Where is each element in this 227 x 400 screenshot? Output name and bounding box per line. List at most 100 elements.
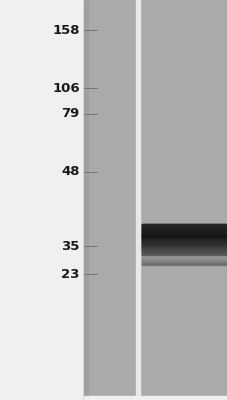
Bar [142,232,227,233]
Bar [142,240,227,242]
Bar [142,235,227,236]
Bar [142,226,227,228]
Bar [142,230,227,232]
Bar [142,235,227,237]
Bar [142,263,227,264]
Bar [135,0,140,400]
Bar [142,255,227,256]
Bar [142,258,227,259]
Bar [142,227,227,228]
Bar [142,264,227,265]
Bar [142,263,227,264]
Bar [142,232,227,234]
Bar [142,242,227,244]
Bar [142,232,227,234]
Bar [142,236,227,237]
Bar [142,239,227,241]
Bar [142,242,227,243]
Bar [142,257,227,258]
Bar [142,224,227,225]
Bar [142,250,227,252]
Text: 158: 158 [52,24,79,36]
Bar [142,260,227,261]
Bar [142,231,227,233]
Bar [142,246,227,247]
Bar [142,250,227,252]
Bar [142,234,227,235]
Bar [142,250,227,251]
Bar [142,261,227,262]
Bar [84,0,135,400]
Bar [142,251,227,252]
Bar [142,240,227,242]
Bar [142,224,227,226]
Bar [142,244,227,246]
Bar [142,235,227,236]
Bar [142,236,227,238]
Bar [142,252,227,253]
Text: —: — [83,109,94,119]
Bar [142,234,227,236]
Bar [142,228,227,230]
Bar [142,238,227,240]
Bar [142,226,227,227]
Bar [142,227,227,228]
Bar [142,252,227,254]
Bar [142,248,227,250]
Bar [142,248,227,249]
Bar [142,234,227,236]
Bar [142,225,227,226]
Bar [142,241,227,243]
Bar [142,262,227,263]
Bar [84,396,227,400]
Bar [142,241,227,242]
Bar [142,244,227,246]
Bar [142,230,227,232]
Bar [142,229,227,230]
Bar [142,236,227,238]
Bar [142,254,227,255]
Bar [142,256,227,257]
Bar [140,0,227,400]
Bar [142,246,227,248]
Bar [142,233,227,234]
Bar [142,256,227,257]
Bar [142,246,227,248]
Bar [142,255,227,256]
Text: —: — [83,25,94,35]
Bar [142,230,227,231]
Bar [142,238,227,240]
Bar [142,225,227,227]
Bar [0,0,84,400]
Text: 48: 48 [61,166,79,178]
Bar [142,262,227,263]
Bar [84,0,88,400]
Bar [142,240,227,241]
Text: —: — [83,83,94,93]
Bar [142,238,227,239]
Bar [142,227,227,229]
Bar [142,245,227,246]
Text: —: — [83,167,94,177]
Bar [142,237,227,239]
Bar [142,257,227,258]
Bar [142,247,227,249]
Bar [142,260,227,261]
Bar [142,237,227,238]
Text: 106: 106 [52,82,79,94]
Bar [142,253,227,254]
Bar [142,228,227,229]
Bar [142,259,227,260]
Bar [142,243,227,245]
Bar [142,242,227,244]
Bar [142,226,227,228]
Bar [142,249,227,251]
Bar [142,258,227,259]
Bar [142,243,227,244]
Bar [142,233,227,235]
Bar [142,253,227,255]
Bar [142,259,227,260]
Text: 35: 35 [61,240,79,252]
Bar [142,245,227,247]
Bar [142,251,227,253]
